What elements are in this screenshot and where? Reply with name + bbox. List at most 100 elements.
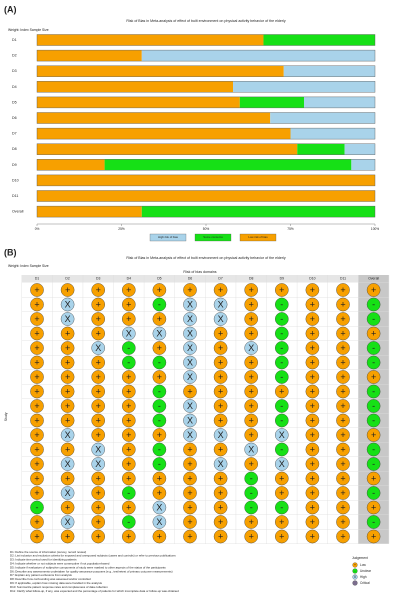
judgement-symbol: + [310, 444, 315, 454]
judgement-symbol: + [126, 415, 131, 425]
judgement-circle [274, 297, 289, 312]
judgement-circle [244, 399, 258, 413]
judgement-symbol: + [34, 473, 39, 483]
legend-symbol: X [354, 575, 357, 579]
judgement-symbol: + [340, 299, 345, 309]
judgement-symbol: X [218, 459, 224, 469]
judgement-symbol: + [126, 444, 131, 454]
column-label: D9 [280, 276, 284, 280]
row-label: D6 [12, 116, 17, 120]
judgement-circle [366, 297, 381, 312]
legend-circle [352, 580, 358, 586]
judgement-circle [60, 500, 75, 515]
judgement-circle [91, 326, 105, 341]
bar-outline [36, 34, 376, 46]
judgement-symbol: + [218, 415, 223, 425]
legend-label: Unclear [360, 569, 372, 573]
judgement-symbol: X [95, 444, 101, 454]
row-label: D11 [12, 194, 18, 198]
judgement-circle [336, 515, 350, 529]
judgement-symbol: + [96, 299, 101, 309]
bar-segment [37, 128, 291, 140]
judgement-symbol: - [372, 401, 375, 411]
judgement-symbol: + [187, 459, 192, 469]
judgement-circle [183, 384, 197, 399]
judgement-symbol: - [127, 517, 130, 527]
judgement-symbol: - [372, 386, 375, 396]
judgement-circle [60, 428, 75, 442]
judgement-symbol: + [310, 488, 315, 498]
judgement-circle [244, 370, 258, 384]
domain-description: D4: Indicate whether or not subjects wer… [10, 561, 110, 565]
bar-segment [37, 50, 142, 62]
judgement-symbol: - [372, 415, 375, 425]
judgement-symbol: + [340, 357, 345, 367]
judgement-circle [213, 355, 228, 370]
judgement-circle [336, 500, 350, 515]
judgement-circle [305, 283, 320, 297]
judgement-circle [274, 399, 289, 413]
judgement-symbol: + [340, 473, 345, 483]
judgement-circle [152, 413, 167, 428]
chart-title: Risk of Bias in Meta-analysis of effect … [126, 19, 286, 23]
judgement-circle [30, 384, 44, 399]
column-label: D6 [188, 276, 192, 280]
x-tick-label: 75% [287, 227, 294, 231]
judgement-symbol: X [279, 430, 285, 440]
judgement-symbol: + [218, 285, 223, 295]
bar-segment [37, 96, 240, 108]
domain-description: D10: Summarize patient response rates an… [10, 585, 108, 589]
judgement-symbol: - [280, 357, 283, 367]
judgement-circle [183, 471, 197, 486]
judgement-symbol: + [34, 531, 39, 541]
judgement-symbol: + [65, 328, 70, 338]
judgement-circle [122, 341, 136, 355]
judgement-symbol: + [340, 459, 345, 469]
domain-description: D2: List inclusion and exclusion criteri… [10, 554, 176, 558]
judgement-circle [60, 529, 75, 544]
judgement-circle [30, 515, 44, 529]
judgement-circle [183, 326, 197, 341]
judgement-symbol: - [372, 299, 375, 309]
judgement-circle [213, 529, 228, 544]
column-label: D8 [249, 276, 253, 280]
column-label: D3 [96, 276, 100, 280]
judgement-circle [152, 341, 167, 355]
judgement-symbol: + [218, 531, 223, 541]
judgement-symbol: + [218, 502, 223, 512]
judgement-symbol: + [249, 299, 254, 309]
judgement-circle [274, 413, 289, 428]
judgement-symbol: - [280, 343, 283, 353]
judgement-symbol: + [249, 401, 254, 411]
judgement-symbol: + [310, 285, 315, 295]
row-label: D8 [12, 147, 17, 151]
bar-outline [36, 205, 376, 218]
x-tick-label: 0% [35, 227, 40, 231]
judgement-symbol: + [371, 531, 376, 541]
column-label: D2 [65, 276, 69, 280]
judgement-symbol: + [65, 531, 70, 541]
judgement-symbol: + [34, 488, 39, 498]
judgement-symbol: X [95, 343, 101, 353]
judgement-symbol: - [280, 299, 283, 309]
judgement-circle [305, 297, 320, 312]
judgement-circle [122, 500, 136, 515]
legend-swatch [239, 233, 277, 242]
judgement-circle [366, 428, 381, 442]
legend-circle [352, 562, 358, 568]
bar-outline [36, 190, 376, 202]
judgement-symbol: + [310, 357, 315, 367]
judgement-circle [122, 529, 136, 544]
row-label: D5 [12, 100, 17, 104]
judgement-symbol: X [187, 401, 193, 411]
judgement-symbol: + [96, 473, 101, 483]
judgement-circle [244, 529, 258, 544]
judgement-circle [244, 457, 258, 471]
judgement-circle [60, 326, 75, 341]
judgement-symbol: + [340, 502, 345, 512]
judgement-symbol: X [187, 299, 193, 309]
judgement-symbol: X [65, 314, 71, 324]
judgement-symbol: + [187, 473, 192, 483]
judgement-circle [336, 529, 350, 544]
judgement-symbol: + [340, 444, 345, 454]
